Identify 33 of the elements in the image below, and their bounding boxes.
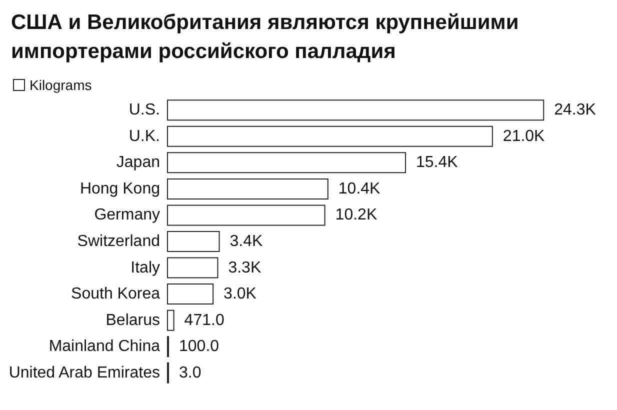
data-label: 3.3K — [228, 259, 262, 276]
y-tick-label: U.K. — [128, 128, 160, 145]
y-tick-label: Japan — [116, 154, 160, 172]
data-label: 21.0K — [502, 128, 546, 145]
y-tick-label: United Arab Emirates — [8, 364, 160, 382]
data-label: 3.0K — [224, 286, 257, 303]
data-label: 471.0 — [184, 312, 224, 329]
data-label: 15.4K — [416, 154, 458, 172]
data-label: 24.3K — [554, 102, 596, 119]
y-tick-label: South Korea — [71, 286, 160, 303]
y-tick-label: Mainland China — [48, 338, 160, 356]
y-tick-label: U.S. — [128, 102, 160, 119]
bar — [167, 231, 220, 252]
y-tick-label: Hong Kong — [80, 180, 160, 198]
y-tick-label: Germany — [94, 206, 160, 224]
bar — [167, 178, 328, 200]
chart-title: США и Великобритания являются крупнейшими импортерами российского палладия — [11, 11, 519, 63]
legend-label: Kilograms — [30, 77, 92, 93]
bar — [167, 100, 544, 121]
data-label: 3.4K — [230, 233, 264, 250]
y-tick-label: Italy — [130, 259, 160, 276]
data-label: 10.4K — [338, 180, 381, 198]
bar — [167, 204, 326, 226]
y-tick-label: Belarus — [106, 312, 160, 329]
bar — [167, 284, 214, 305]
bar — [167, 126, 493, 147]
data-label: 3.0 — [179, 364, 202, 382]
bar — [167, 152, 406, 174]
data-label: 10.2K — [335, 206, 378, 224]
bar — [167, 310, 174, 331]
y-tick-label: Switzerland — [77, 233, 160, 250]
bar — [167, 257, 218, 278]
data-label: 100.0 — [179, 338, 220, 356]
